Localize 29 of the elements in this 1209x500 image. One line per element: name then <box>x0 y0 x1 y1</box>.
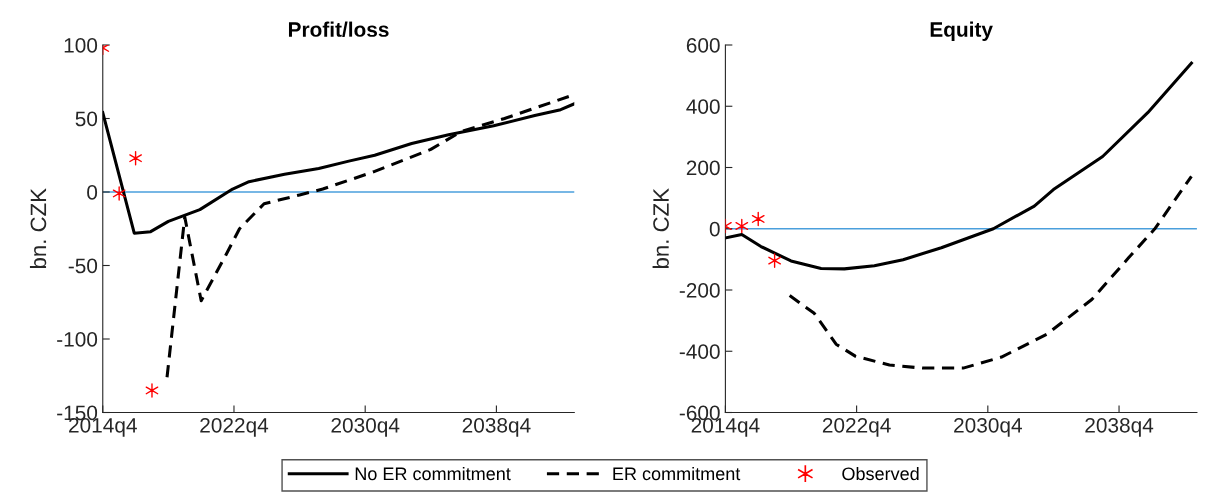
y-tick-label: -200 <box>679 283 720 298</box>
y-tick-label: 200 <box>686 160 720 176</box>
legend-label: ER commitment <box>613 466 741 481</box>
chart-title: Equity <box>930 21 993 41</box>
y-tick-label: 0 <box>709 221 720 237</box>
x-tick-label: 2030q4 <box>954 417 1022 437</box>
x-tick-label: 2030q4 <box>331 417 400 437</box>
y-tick-label: 400 <box>686 99 720 114</box>
y-tick-label: 50 <box>75 111 98 127</box>
point <box>129 150 142 166</box>
y-axis-title: bn. CZK <box>29 188 47 269</box>
x-tick-label: 2038q4 <box>462 417 531 437</box>
y-tick-label: 0 <box>87 185 98 200</box>
y-tick-label: -50 <box>68 258 98 274</box>
x-tick-label: 2038q4 <box>1085 417 1154 437</box>
x-tick-label: 2022q4 <box>200 417 269 437</box>
y-axis-title: bn. CZK <box>652 188 669 269</box>
x-tick-label: 2022q4 <box>822 417 891 437</box>
legend-label: Observed <box>842 466 919 481</box>
y-tick-label: -400 <box>679 344 720 359</box>
y-tick-label: 600 <box>686 38 720 53</box>
legend-label: No ER commitment <box>355 466 511 481</box>
y-tick-label: -100 <box>57 332 98 347</box>
y-tick-label: 100 <box>64 38 98 53</box>
point <box>145 383 159 398</box>
point <box>112 186 126 201</box>
chart-title: Profit/loss <box>288 21 389 38</box>
line-series <box>725 61 1193 271</box>
line-series <box>788 174 1193 370</box>
